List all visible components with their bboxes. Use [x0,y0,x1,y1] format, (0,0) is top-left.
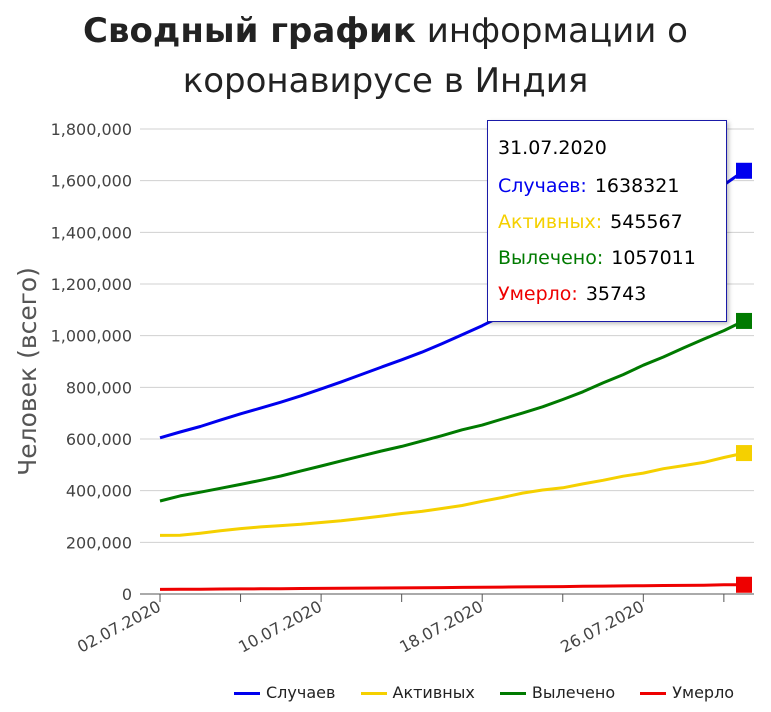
y-tick-label: 0 [122,585,132,604]
tooltip-value-cases: 1638321 [594,175,680,197]
y-tick-label: 400,000 [66,482,132,501]
legend-label-deaths: Умерло [672,683,735,702]
series-line-recovered [159,319,745,503]
tooltip-row-deaths: Умерло: 35743 [498,283,646,305]
y-tick-label: 200,000 [66,533,132,552]
tooltip-label-deaths: Умерло: [498,283,578,305]
chart-title-bold: Сводный график [83,11,416,51]
tooltip-value-deaths: 35743 [585,283,647,305]
x-tick-label: 18.07.2020 [396,597,486,657]
series-marker-deaths [736,576,752,593]
tooltip-label-cases: Случаев: [498,175,587,197]
legend-item-active[interactable]: Активных [360,683,475,702]
tooltip-value-recovered: 1057011 [611,247,696,269]
y-tick-label: 800,000 [66,378,132,397]
chart-tooltip: 31.07.2020 Случаев: 1638321 Активных: 5455… [487,120,727,322]
legend-label-active: Активных [392,683,475,702]
y-tick-label: 1,200,000 [51,275,132,294]
chart-title: Сводный график информации о коронавирусе… [0,6,771,106]
legend-swatch-cases [234,692,260,695]
y-tick-label: 1,000,000 [51,327,132,346]
legend-item-deaths[interactable]: Умерло [640,683,734,702]
legend-swatch-active [360,692,387,695]
legend-label-recovered: Вылечено [531,683,616,702]
y-tick-label: 1,400,000 [51,223,132,242]
tooltip-date: 31.07.2020 [498,137,607,159]
series-marker-recovered [736,312,752,329]
tooltip-row-cases: Случаев: 1638321 [498,175,679,197]
legend-label-cases: Случаев [266,683,336,702]
legend-item-recovered[interactable]: Вылечено [499,683,616,702]
legend-swatch-deaths [640,692,667,695]
tooltip-row-recovered: Вылечено: 1057011 [498,247,696,269]
tooltip-row-active: Активных: 545567 [498,211,683,233]
chart-legend: Случаев Активных Вылечено Умерло [234,683,734,702]
series-line-deaths [159,583,744,591]
series-line-active [159,451,745,537]
series-marker-active [736,445,752,462]
y-tick-label: 600,000 [66,430,132,449]
series-marker-cases [736,162,752,179]
chart-title-line2: коронавирусе в Индия [182,61,589,101]
y-tick-label: 1,800,000 [51,120,132,139]
legend-item-cases[interactable]: Случаев [234,683,335,702]
tooltip-value-active: 545567 [610,211,683,233]
y-tick-label: 1,600,000 [51,172,132,191]
tooltip-label-active: Активных: [498,211,603,233]
y-axis-label: Человек (всего) [13,267,42,476]
x-tick-label: 26.07.2020 [557,597,647,657]
x-tick-label: 10.07.2020 [235,597,325,657]
tooltip-label-recovered: Вылечено: [498,247,604,269]
x-tick-label: 02.07.2020 [74,597,164,657]
chart-title-rest: информации о [426,11,688,51]
legend-swatch-recovered [499,692,526,695]
